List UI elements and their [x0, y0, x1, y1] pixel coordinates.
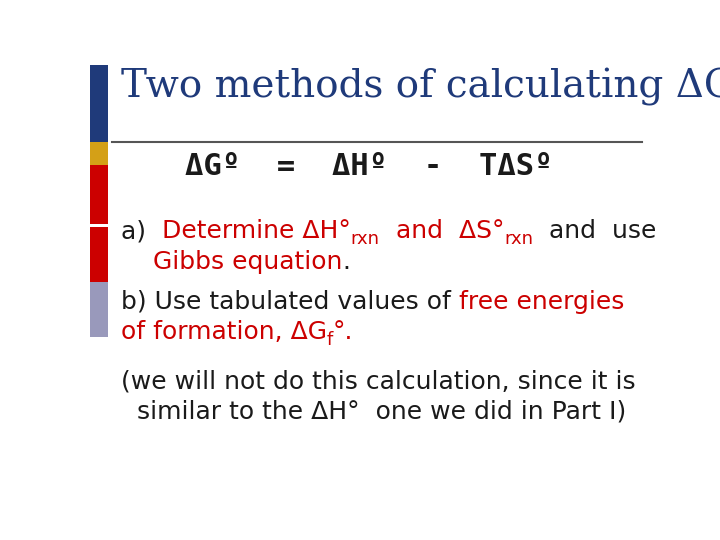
Text: free energies: free energies	[459, 290, 624, 314]
Bar	[90, 282, 108, 337]
Text: and  ΔS°: and ΔS°	[379, 219, 504, 243]
Text: rxn: rxn	[504, 231, 533, 248]
Text: of formation, ΔG: of formation, ΔG	[121, 320, 327, 344]
Text: a): a)	[121, 219, 162, 243]
Text: and  use: and use	[533, 219, 657, 243]
Text: Gibbs equation: Gibbs equation	[121, 251, 342, 274]
Bar	[90, 141, 108, 165]
Bar	[90, 165, 108, 224]
Text: (we will not do this calculation, since it is: (we will not do this calculation, since …	[121, 370, 635, 394]
Text: similar to the ΔH°  one we did in Part I): similar to the ΔH° one we did in Part I)	[121, 400, 626, 424]
Bar	[90, 65, 108, 141]
Text: Two methods of calculating ΔGº: Two methods of calculating ΔGº	[121, 69, 720, 106]
Text: °.: °.	[333, 320, 354, 344]
Bar	[90, 227, 108, 282]
Text: Determine ΔH°: Determine ΔH°	[162, 219, 351, 243]
Text: .: .	[342, 251, 350, 274]
Text: rxn: rxn	[351, 231, 379, 248]
Text: f: f	[327, 331, 333, 349]
Text: ΔGº  =  ΔHº  -  TΔSº: ΔGº = ΔHº - TΔSº	[185, 152, 553, 181]
Text: b) Use tabulated values of: b) Use tabulated values of	[121, 290, 459, 314]
